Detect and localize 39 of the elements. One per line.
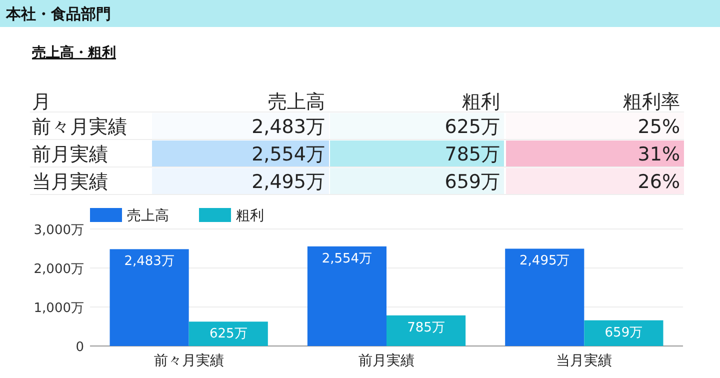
data-label: 785万 xyxy=(407,320,445,336)
category-label: 当月実績 xyxy=(32,171,108,193)
text: 月 xyxy=(32,91,51,113)
y-tick-label: 0 xyxy=(76,340,84,355)
data-label: 625万 xyxy=(444,116,500,138)
x-tick-label: 前月実績 xyxy=(358,353,414,369)
data-label: 2,495万 xyxy=(252,171,325,193)
y-tick-label: 1,000万 xyxy=(34,301,84,316)
data-label: 2,483万 xyxy=(124,254,174,270)
series-label: 粗利率 xyxy=(623,91,680,113)
data-label: 31% xyxy=(638,144,680,166)
text: 売上高・粗利 xyxy=(32,44,116,61)
bar xyxy=(188,322,268,346)
bar xyxy=(386,315,466,346)
series-label: 売上高 xyxy=(268,91,325,113)
legend-label: 売上高 xyxy=(127,208,169,224)
y-tick-label: 2,000万 xyxy=(34,262,84,277)
bar xyxy=(307,246,386,346)
data-label: 659万 xyxy=(604,325,643,340)
category-label: 前々月実績 xyxy=(32,116,127,138)
x-tick-label: 前々月実績 xyxy=(154,353,224,369)
text: 本社・食品部門 xyxy=(5,5,111,23)
legend-label: 粗利 xyxy=(236,208,264,224)
x-tick-label: 当月実績 xyxy=(556,353,612,369)
data-label: 659万 xyxy=(444,171,500,193)
bar xyxy=(584,320,664,346)
data-label: 26% xyxy=(638,171,680,193)
data-label: 2,554万 xyxy=(252,144,325,166)
bar xyxy=(110,249,189,346)
bar xyxy=(505,248,584,346)
data-label: 25% xyxy=(638,116,680,138)
data-label: 625万 xyxy=(209,326,248,342)
data-label: 2,495万 xyxy=(520,254,570,269)
data-label: 2,554万 xyxy=(322,251,372,266)
y-tick-label: 3,000万 xyxy=(34,223,84,238)
data-label: 785万 xyxy=(444,144,500,166)
series-label: 粗利 xyxy=(462,91,500,113)
category-label: 前月実績 xyxy=(32,144,108,166)
data-label: 2,483万 xyxy=(252,116,325,138)
